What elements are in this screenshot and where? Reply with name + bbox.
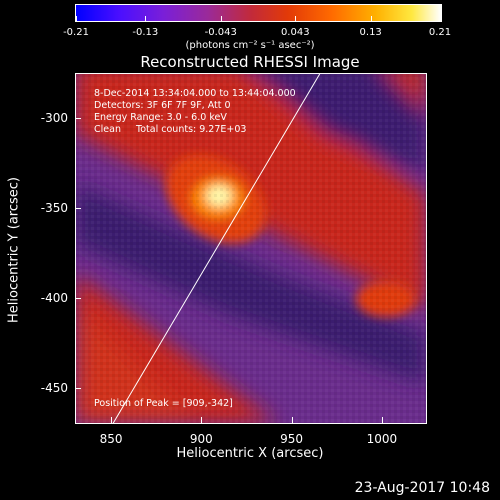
x-tick-mark — [291, 417, 293, 423]
colorbar-tick-mark — [145, 16, 147, 21]
colorbar-tick-mark — [295, 16, 297, 21]
limb-line — [112, 74, 321, 423]
colorbar-tick-mark — [220, 16, 222, 21]
colorbar-tick-label: 0.043 — [280, 27, 310, 38]
y-tick-mark — [75, 388, 81, 389]
y-tick-mark — [75, 298, 81, 299]
y-tick-label: -300 — [40, 111, 68, 125]
colorbar-tick-label: -0.21 — [63, 27, 89, 38]
annotation-energy: Energy Range: 3.0 - 6.0 keV — [94, 112, 227, 123]
colorbar-tick-mark — [370, 16, 372, 21]
annotation-clean: Clean Total counts: 9.27E+03 — [94, 124, 247, 135]
colorbar-tick-label: 0.21 — [428, 27, 452, 38]
annotation-time: 8-Dec-2014 13:34:04.000 to 13:44:04.000 — [94, 88, 296, 99]
annotation-peak: Position of Peak = [909,-342] — [94, 398, 233, 409]
x-tick-mark — [111, 417, 113, 423]
colorbar-tick-label: 0.13 — [359, 27, 382, 38]
colorbar-tick-mark — [440, 16, 441, 21]
colorbar — [75, 4, 442, 22]
chart-title: Reconstructed RHESSI Image — [140, 53, 360, 71]
x-tick-mark — [381, 417, 383, 423]
colorbar-tick-mark — [76, 16, 77, 21]
x-tick-label: 900 — [189, 432, 213, 446]
colorbar-units: (photons cm⁻² s⁻¹ asec⁻²) — [185, 40, 315, 51]
x-tick-label: 1000 — [366, 432, 398, 446]
y-tick-label: -400 — [40, 291, 68, 305]
y-tick-mark — [75, 118, 81, 119]
pixel-texture — [76, 74, 426, 423]
annotation-detectors: Detectors: 3F 6F 7F 9F, Att 0 — [94, 100, 231, 111]
date-stamp: 23-Aug-2017 10:48 — [354, 480, 490, 496]
heatmap-image — [76, 74, 426, 423]
x-tick-label: 950 — [280, 432, 304, 446]
colorbar-tick-label: -0.13 — [132, 27, 159, 38]
x-axis-label: Heliocentric X (arcsec) — [176, 446, 324, 461]
x-tick-mark — [201, 417, 203, 423]
plot-area — [75, 73, 427, 424]
colorbar-tick-label: -0.043 — [204, 27, 237, 38]
y-tick-mark — [75, 208, 81, 209]
x-tick-label: 850 — [99, 432, 123, 446]
y-axis-label: Heliocentric Y (arcsec) — [6, 177, 22, 323]
y-tick-label: -450 — [40, 381, 68, 395]
y-tick-label: -350 — [40, 201, 68, 215]
